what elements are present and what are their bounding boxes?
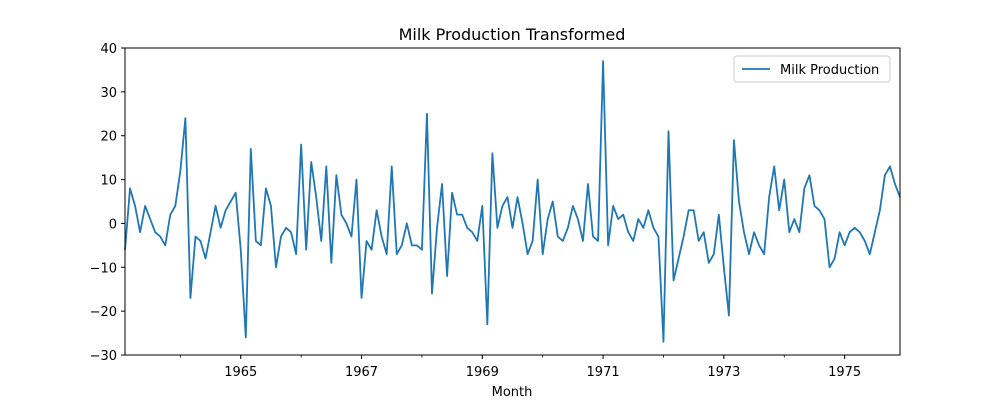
y-tick-label: 20 (100, 130, 117, 145)
legend: Milk Production (733, 55, 891, 83)
y-tick-label: 10 (100, 174, 117, 189)
x-tick-label: 1973 (707, 365, 740, 380)
legend-label: Milk Production (780, 63, 879, 78)
chart-title: Milk Production Transformed (399, 25, 626, 44)
y-tick-label: −20 (90, 305, 117, 320)
y-tick-label: 30 (100, 86, 117, 101)
plot-area (124, 47, 901, 356)
x-tick-label: 1975 (828, 365, 861, 380)
series-line-milk-production (124, 60, 901, 343)
x-axis-label: Month (492, 385, 533, 400)
x-axis: 1965 1967 1969 1971 1973 1975 (179, 355, 861, 380)
y-tick-label: −10 (90, 261, 117, 276)
y-tick-label: −30 (90, 349, 117, 364)
y-tick-label: 0 (109, 217, 117, 232)
y-axis: −30 −20 −10 0 10 20 30 40 (90, 42, 125, 364)
legend-box (733, 55, 891, 83)
x-tick-label: 1967 (345, 365, 378, 380)
plot-frame (124, 47, 901, 356)
y-tick-label: 40 (100, 42, 117, 57)
x-tick-label: 1965 (224, 365, 257, 380)
x-tick-label: 1969 (466, 365, 499, 380)
x-tick-label: 1971 (587, 365, 620, 380)
